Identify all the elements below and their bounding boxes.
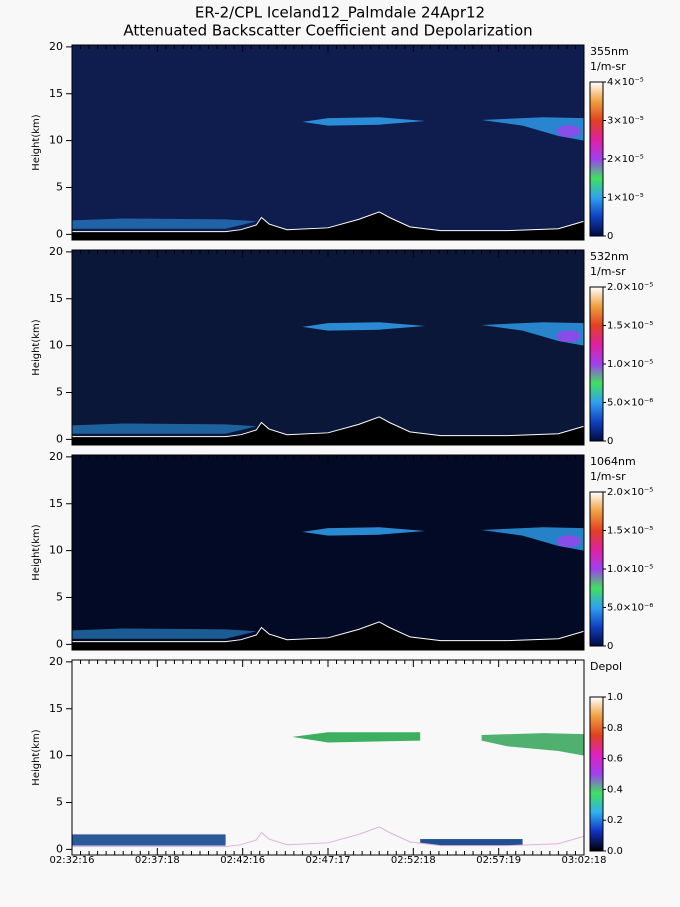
colorbar	[589, 696, 604, 852]
y-tick-label: 15	[49, 702, 63, 715]
plot-background	[72, 250, 584, 445]
ground	[72, 211, 584, 240]
y-tick-label: 20	[49, 245, 63, 258]
x-tick-label: 02:32:16	[50, 855, 95, 866]
cloud	[481, 117, 584, 141]
x-tick-label: 03:02:18	[562, 855, 607, 866]
x-tick-label: 02:52:18	[391, 855, 436, 866]
y-tick-label: 0	[56, 637, 63, 650]
colorbar-tick-label: 2×10⁻⁵	[607, 154, 644, 165]
surface-line	[72, 621, 585, 643]
colorbar-tick-label: 5.0×10⁻⁶	[607, 398, 653, 409]
depol-cloud	[481, 733, 584, 756]
y-tick-label: 5	[56, 591, 63, 604]
y-tick-label: 15	[49, 497, 63, 510]
surface-line	[72, 826, 585, 848]
cloud	[302, 527, 426, 536]
colorbar-tick-label: 0.2	[607, 815, 623, 826]
colorbar-tick-label: 0.4	[607, 784, 623, 795]
colorbar-tick-label: 0.6	[607, 754, 623, 765]
x-tick-label: 02:57:19	[476, 855, 521, 866]
boundary-layer	[72, 218, 257, 229]
colorbar-tick-label: 1.5×10⁻⁵	[607, 526, 653, 537]
y-tick-label: 0	[56, 227, 63, 240]
y-tick-label: 0	[56, 432, 63, 445]
colorbar-tick-label: 1.0	[607, 692, 623, 703]
y-tick-label: 10	[49, 544, 63, 557]
colorbar-title: 1/m-sr	[590, 265, 626, 278]
surface-line	[72, 416, 585, 438]
colorbar-tick-label: 1.5×10⁻⁵	[607, 321, 653, 332]
depol-layer	[72, 834, 226, 846]
y-tick-label: 5	[56, 181, 63, 194]
cloud	[302, 322, 426, 331]
title: ER-2/CPL Iceland12_Palmdale 24Apr12	[195, 4, 485, 23]
colorbar-tick-label: 2.0×10⁻⁵	[607, 487, 653, 498]
colorbar-tick-label: 0	[607, 231, 613, 242]
cloud-core	[556, 535, 581, 548]
colorbar-tick-label: 3×10⁻⁵	[607, 116, 644, 127]
subtitle: Attenuated Backscatter Coefficient and D…	[123, 22, 532, 40]
colorbar-tick-label: 0.8	[607, 723, 623, 734]
y-tick-label: 20	[49, 450, 63, 463]
ground	[72, 621, 584, 650]
y-axis-label: Height(km)	[31, 729, 42, 785]
boundary-layer	[72, 423, 257, 434]
y-tick-label: 10	[49, 749, 63, 762]
colorbar	[589, 286, 604, 442]
y-tick-label: 5	[56, 386, 63, 399]
colorbar	[589, 491, 604, 647]
colorbar-tick-label: 2.0×10⁻⁵	[607, 282, 653, 293]
plot-background	[72, 455, 584, 650]
y-tick-label: 15	[49, 87, 63, 100]
cloud-core	[556, 330, 581, 343]
colorbar-tick-label: 4×10⁻⁵	[607, 77, 644, 88]
depol-layer	[420, 839, 523, 846]
y-tick-label: 5	[56, 796, 63, 809]
cloud	[481, 527, 584, 551]
colorbar-title: 1/m-sr	[590, 470, 626, 483]
colorbar	[589, 81, 604, 237]
cloud	[481, 322, 584, 346]
depol-cloud	[292, 732, 421, 743]
colorbar-title: 1/m-sr	[590, 60, 626, 73]
y-tick-label: 10	[49, 339, 63, 352]
colorbar-tick-label: 1.0×10⁻⁵	[607, 359, 653, 370]
colorbar-tick-label: 0.0	[607, 846, 623, 857]
colorbar-tick-label: 1.0×10⁻⁵	[607, 564, 653, 575]
surface-line	[72, 211, 585, 233]
y-tick-label: 10	[49, 134, 63, 147]
colorbar-tick-label: 0	[607, 436, 613, 447]
y-axis-label: Height(km)	[31, 114, 42, 170]
boundary-layer	[72, 628, 257, 639]
plot-background	[72, 45, 584, 240]
cloud-core	[556, 125, 581, 138]
colorbar-tick-label: 5.0×10⁻⁶	[607, 603, 653, 614]
colorbar-tick-label: 0	[607, 641, 613, 652]
colorbar-title: 532nm	[590, 250, 629, 263]
cloud	[302, 117, 426, 126]
y-tick-label: 0	[56, 842, 63, 855]
plot-background	[72, 660, 584, 855]
x-tick-label: 02:47:17	[306, 855, 351, 866]
ground	[72, 416, 584, 445]
y-axis-label: Height(km)	[31, 319, 42, 375]
y-axis-label: Height(km)	[31, 524, 42, 580]
colorbar-tick-label: 1×10⁻⁵	[607, 193, 644, 204]
y-tick-label: 15	[49, 292, 63, 305]
colorbar-title: 355nm	[590, 45, 629, 58]
colorbar-title: 1064nm	[590, 455, 636, 468]
x-tick-label: 02:42:16	[220, 855, 265, 866]
y-tick-label: 20	[49, 655, 63, 668]
y-tick-label: 20	[49, 40, 63, 53]
colorbar-title: Depol	[590, 660, 622, 673]
x-tick-label: 02:37:18	[135, 855, 180, 866]
ground	[72, 826, 584, 855]
